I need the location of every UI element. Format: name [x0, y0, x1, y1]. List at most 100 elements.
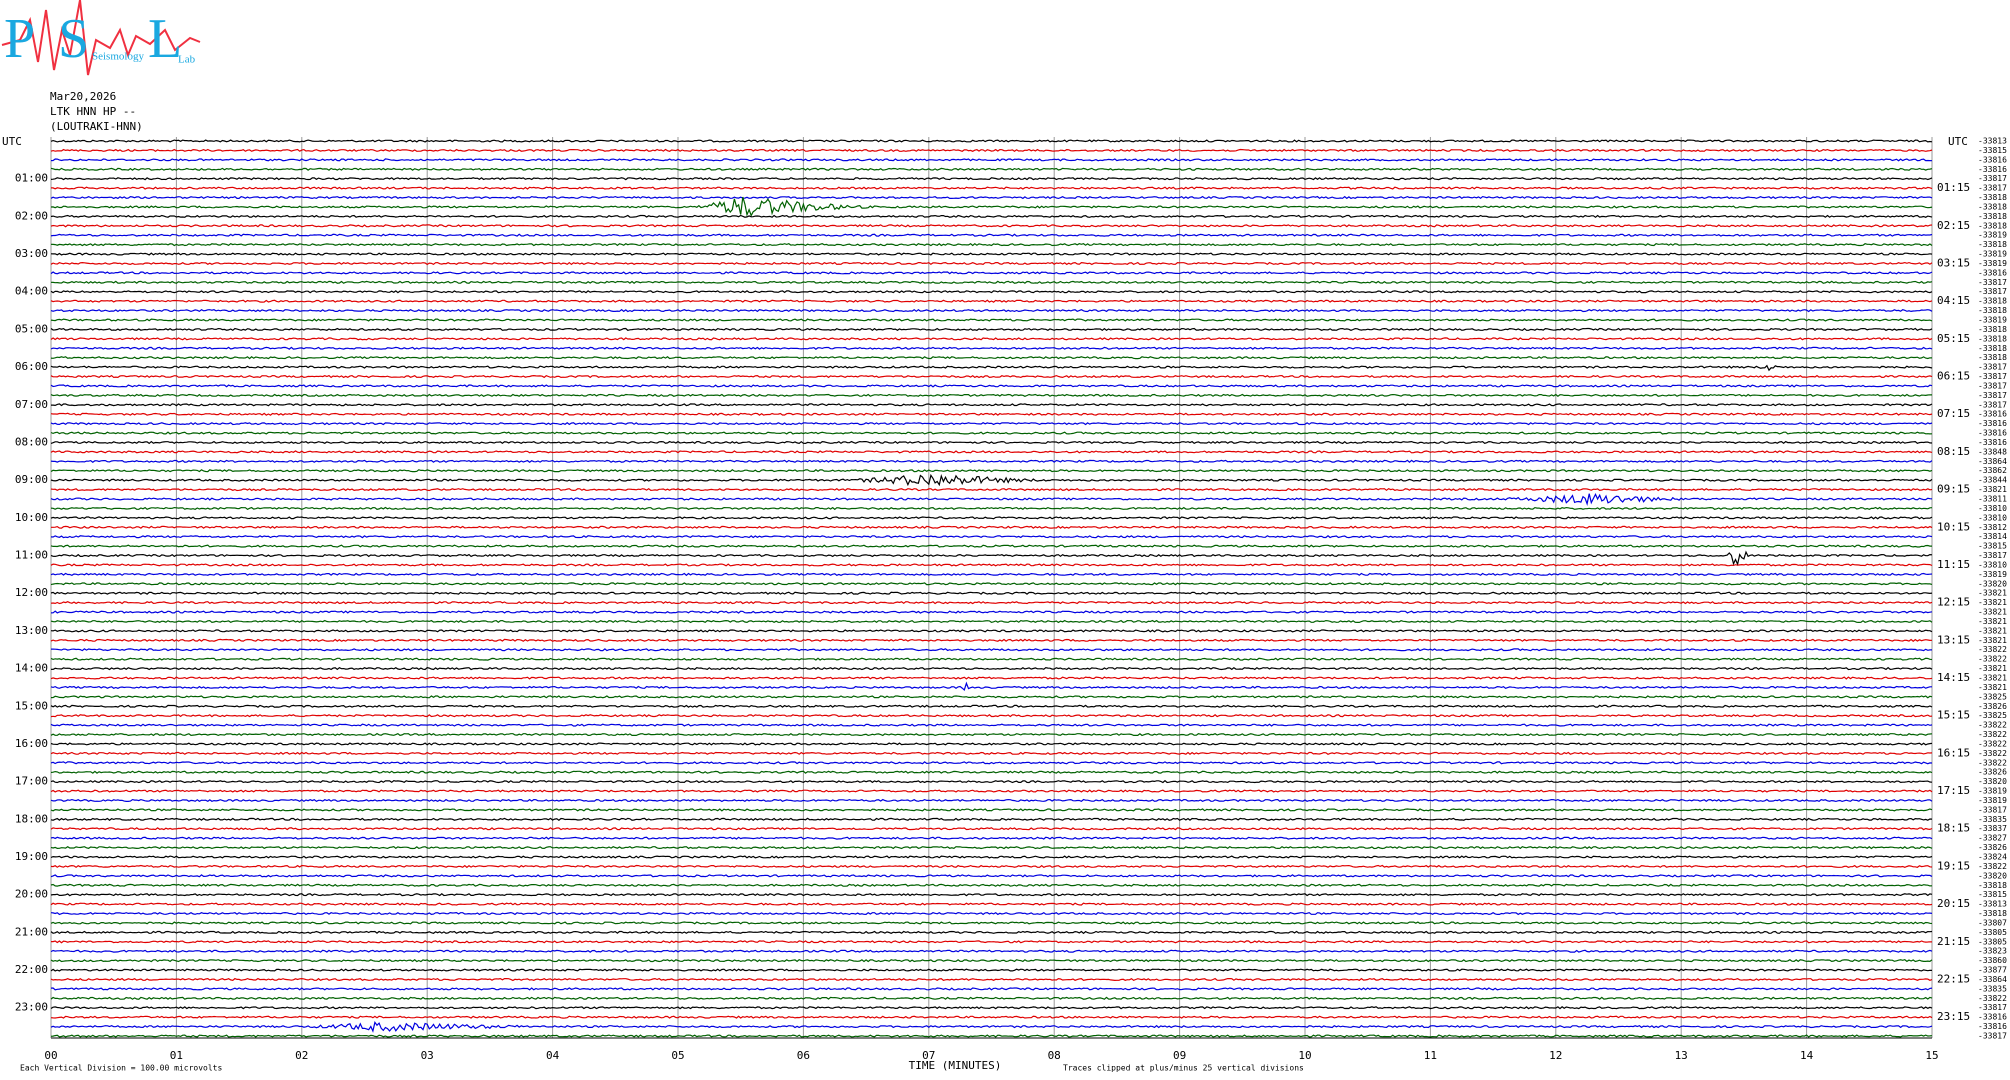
x-tick-label: 10 [1298, 1049, 1311, 1062]
trace [50, 550, 1933, 567]
trace [50, 393, 1933, 398]
trace-offset: -33815 [1978, 542, 2007, 551]
trace [50, 591, 1933, 595]
trace [50, 422, 1933, 426]
trace-offset: -33817 [1978, 391, 2007, 400]
trace [50, 252, 1933, 256]
trace-offset: -33822 [1978, 749, 2007, 758]
trace [50, 440, 1933, 445]
trace [50, 695, 1933, 699]
trace-offset: -33821 [1978, 617, 2007, 626]
trace [50, 808, 1933, 812]
trace-offset: -33818 [1978, 881, 2007, 890]
trace [50, 139, 1933, 143]
right-hour-label: 23:15 [1937, 1010, 1970, 1023]
trace-offset: -33818 [1978, 240, 2007, 249]
trace [50, 563, 1933, 567]
trace [50, 1006, 1933, 1010]
trace-offset: -33837 [1978, 824, 2007, 833]
right-hour-label: 11:15 [1937, 558, 1970, 571]
logo-letter: P [4, 8, 35, 70]
trace-offset: -33818 [1978, 212, 2007, 221]
trace [50, 911, 1933, 916]
trace [50, 742, 1933, 746]
trace-offset: -33819 [1978, 796, 2007, 805]
trace [50, 544, 1932, 548]
trace-offset: -33818 [1978, 221, 2007, 230]
trace-offset: -33817 [1978, 372, 2007, 381]
right-hour-label: 21:15 [1937, 935, 1970, 948]
trace-offset: -33816 [1978, 419, 2007, 428]
trace-offset: -33822 [1978, 739, 2007, 748]
trace-offset: -33821 [1978, 674, 2007, 683]
trace-offset: -33848 [1978, 447, 2007, 456]
trace [50, 337, 1933, 341]
right-hour-label: 06:15 [1937, 370, 1970, 383]
trace [51, 403, 1933, 407]
trace-offset: -33817 [1978, 174, 2007, 183]
left-hour-label: 12:00 [15, 586, 48, 599]
trace [50, 845, 1933, 850]
right-hour-label: 02:15 [1937, 219, 1970, 232]
trace [50, 535, 1933, 539]
traces [50, 139, 1933, 1038]
x-tick-label: 08 [1048, 1049, 1061, 1062]
trace [51, 186, 1933, 190]
trace-offset: -33819 [1978, 250, 2007, 259]
trace [50, 714, 1933, 718]
trace [50, 619, 1933, 624]
trace-offset: -33819 [1978, 316, 2007, 325]
trace-offset: -33821 [1978, 664, 2007, 673]
right-hour-label: 18:15 [1937, 822, 1970, 835]
left-hour-label: 18:00 [15, 812, 48, 825]
trace [51, 648, 1932, 652]
right-hour-label: 22:15 [1937, 972, 1970, 985]
trace [50, 214, 1933, 219]
right-hour-label: 16:15 [1937, 746, 1970, 759]
trace-offset: -33818 [1978, 353, 2007, 362]
trace-offset: -33835 [1978, 984, 2007, 993]
trace [50, 374, 1933, 379]
left-hour-label: 19:00 [15, 850, 48, 863]
trace-offset: -33816 [1978, 438, 2007, 447]
trace [50, 958, 1933, 963]
trace-offset: -33862 [1978, 466, 2007, 475]
trace [50, 356, 1933, 360]
trace-offset: -33812 [1978, 523, 2007, 532]
trace [50, 167, 1933, 171]
trace [50, 930, 1933, 935]
trace [50, 431, 1933, 435]
trace-offset: -33807 [1978, 918, 2007, 927]
trace-offset: -33823 [1978, 947, 2007, 956]
trace-offset: -33816 [1978, 429, 2007, 438]
trace [50, 224, 1933, 228]
trace [50, 1034, 1933, 1038]
trace [50, 600, 1933, 605]
trace-offset: -33835 [1978, 815, 2007, 824]
logo: P S L Seismology Lab [1, 0, 201, 76]
trace [50, 704, 1933, 708]
trace [50, 996, 1933, 1000]
trace [50, 327, 1933, 332]
trace-offset: -33817 [1978, 551, 2007, 560]
trace [50, 487, 1933, 492]
x-tick-label: 11 [1424, 1049, 1437, 1062]
trace [50, 158, 1933, 162]
trace [50, 921, 1933, 925]
trace [50, 893, 1933, 897]
trace-offset: -33817 [1978, 1032, 2007, 1041]
trace [50, 1021, 1933, 1033]
trace [50, 261, 1933, 266]
trace-offset: -33822 [1978, 645, 2007, 654]
trace [50, 346, 1933, 350]
right-axis-title: UTC [1948, 135, 1968, 148]
trace-offset: -33819 [1978, 231, 2007, 240]
trace-offset: -33818 [1978, 306, 2007, 315]
right-hour-label: 19:15 [1937, 859, 1970, 872]
trace [50, 308, 1933, 313]
left-hour-label: 16:00 [15, 737, 48, 750]
trace [51, 940, 1933, 944]
logo-wave [1, 0, 201, 76]
trace [50, 280, 1933, 284]
trace-offset: -33822 [1978, 721, 2007, 730]
